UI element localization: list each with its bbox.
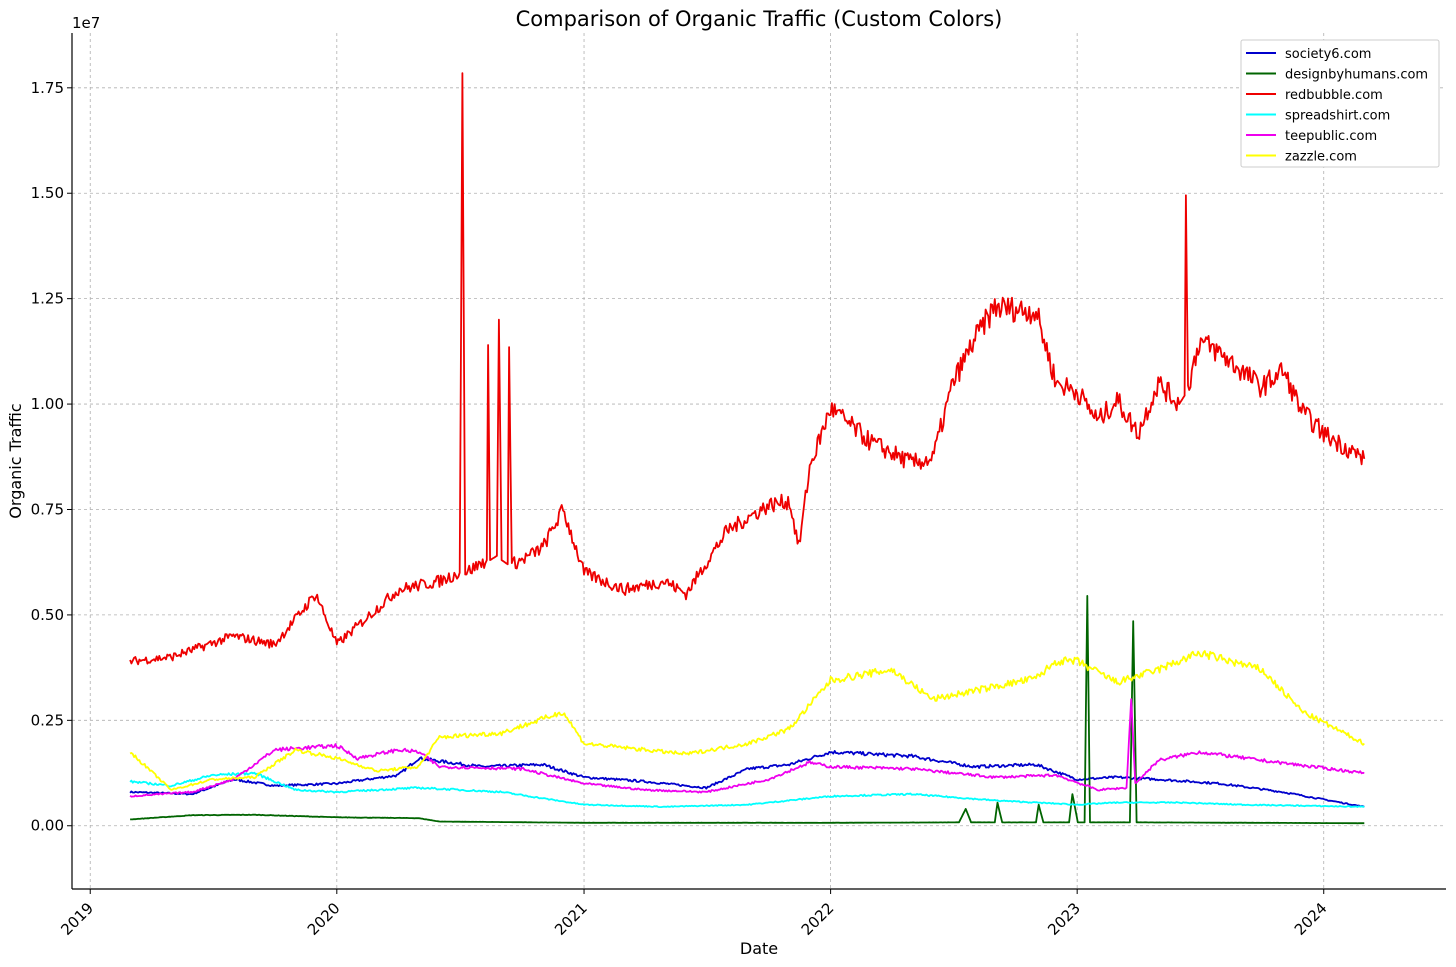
legend-label: society6.com [1285,47,1371,62]
legend-label: teepublic.com [1285,129,1377,144]
y-tick-label: 0.00 [31,817,64,835]
legend-box [1240,39,1440,168]
chart-title: Comparison of Organic Traffic (Custom Co… [516,7,1003,31]
y-tick-label: 1.25 [31,290,64,308]
y-tick-label: 0.75 [31,500,64,518]
x-tick-label: 2020 [304,899,344,939]
y-axis-multiplier: 1e7 [72,14,100,32]
axes [71,33,1446,890]
y-axis-label: Organic Traffic [6,403,25,518]
x-axis-label: Date [740,939,778,958]
x-tick-label: 2019 [57,899,97,939]
x-tick-label: 2023 [1044,899,1084,939]
legend-label: spreadshirt.com [1285,109,1390,124]
x-tick-label: 2024 [1291,899,1331,939]
x-tick-label: 2022 [798,899,838,939]
y-tick-label: 0.25 [31,711,64,729]
series-line-society6-com [129,750,1365,808]
series-line-teepublic-com [129,698,1365,798]
series-line-redbubble-com [129,72,1366,666]
series-line-zazzle-com [129,650,1365,791]
x-ticks: 2019 2020 2021 2022 2023 2024 [57,889,1331,939]
legend-label: zazzle.com [1285,150,1357,165]
y-tick-label: 1.75 [31,79,64,97]
x-tick-label: 2021 [551,899,591,939]
series-layer [129,72,1366,825]
grid-lines [72,33,1446,889]
legend-label: designbyhumans.com [1285,68,1428,83]
y-ticks: 0.00 0.25 0.50 0.75 1.00 1.25 1.50 1.75 [31,79,72,835]
legend-label: redbubble.com [1285,88,1383,103]
series-line-designbyhumans-com [130,595,1365,825]
legend: society6.com designbyhumans.com redbubble.… [1240,39,1440,168]
y-tick-label: 0.50 [31,606,64,624]
y-tick-label: 1.50 [31,184,64,202]
series-line-spreadshirt-com [129,771,1365,808]
y-tick-label: 1.00 [31,395,64,413]
